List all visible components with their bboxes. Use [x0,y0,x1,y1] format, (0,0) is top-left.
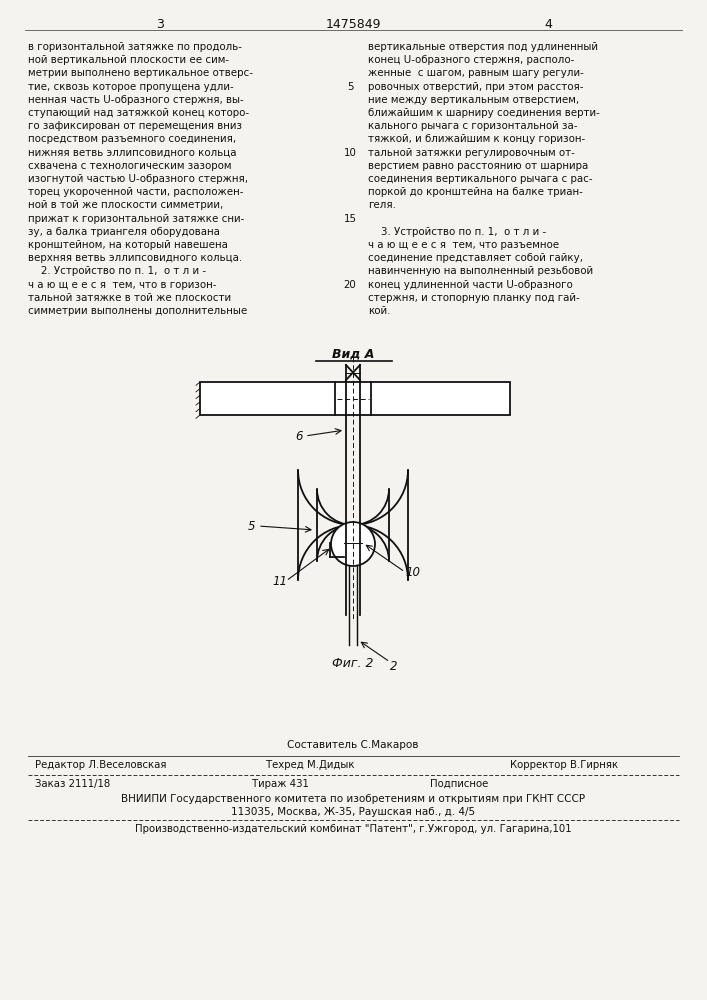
Text: нижняя ветвь эллипсовидного кольца: нижняя ветвь эллипсовидного кольца [28,148,237,158]
Text: изогнутой частью U-образного стержня,: изогнутой частью U-образного стержня, [28,174,248,184]
Text: ч а ю щ е е с я  тем, что разъемное: ч а ю щ е е с я тем, что разъемное [368,240,559,250]
Text: Редактор Л.Веселовская: Редактор Л.Веселовская [35,760,167,770]
Text: 6: 6 [295,430,303,443]
Text: 2. Устройство по п. 1,  о т л и -: 2. Устройство по п. 1, о т л и - [28,266,206,276]
Text: 3: 3 [156,18,164,31]
Text: симметрии выполнены дополнительные: симметрии выполнены дополнительные [28,306,247,316]
Text: ВНИИПИ Государственного комитета по изобретениям и открытиям при ГКНТ СССР: ВНИИПИ Государственного комитета по изоб… [121,794,585,804]
Text: кронштейном, на который навешена: кронштейном, на который навешена [28,240,228,250]
Text: 1475849: 1475849 [325,18,381,31]
Text: ближайшим к шарниру соединения верти-: ближайшим к шарниру соединения верти- [368,108,600,118]
Text: конец U-образного стержня, располо-: конец U-образного стержня, располо- [368,55,574,65]
Text: 4: 4 [544,18,552,31]
Text: Составитель С.Макаров: Составитель С.Макаров [287,740,419,750]
Text: ненная часть U-образного стержня, вы-: ненная часть U-образного стержня, вы- [28,95,244,105]
Text: верстием равно расстоянию от шарнира: верстием равно расстоянию от шарнира [368,161,588,171]
Text: посредством разъемного соединения,: посредством разъемного соединения, [28,134,236,144]
Text: поркой до кронштейна на балке триан-: поркой до кронштейна на балке триан- [368,187,583,197]
Text: тальной затяжки регулировочным от-: тальной затяжки регулировочным от- [368,148,575,158]
Text: го зафиксирован от перемещения вниз: го зафиксирован от перемещения вниз [28,121,242,131]
Text: тальной затяжке в той же плоскости: тальной затяжке в той же плоскости [28,293,231,303]
Text: вертикальные отверстия под удлиненный: вертикальные отверстия под удлиненный [368,42,598,52]
Text: Техред М.Дидык: Техред М.Дидык [266,760,354,770]
Text: навинченную на выполненный резьбовой: навинченную на выполненный резьбовой [368,266,593,276]
Text: 11: 11 [272,575,287,588]
Text: ступающий над затяжкой конец которо-: ступающий над затяжкой конец которо- [28,108,249,118]
Text: 20: 20 [344,280,356,290]
Text: геля.: геля. [368,200,396,210]
Text: 10: 10 [344,148,356,158]
Bar [344,535,362,551]
Text: Фиг. 2: Фиг. 2 [332,657,374,670]
Text: в горизонтальной затяжке по продоль-: в горизонтальной затяжке по продоль- [28,42,242,52]
Text: 10: 10 [405,566,420,579]
Text: тие, сквозь которое пропущена удли-: тие, сквозь которое пропущена удли- [28,82,234,92]
Text: ной вертикальной плоскости ее сим-: ной вертикальной плоскости ее сим- [28,55,229,65]
Text: Производственно-издательский комбинат "Патент", г.Ужгород, ул. Гагарина,101: Производственно-издательский комбинат "П… [135,824,571,834]
Text: прижат к горизонтальной затяжке сни-: прижат к горизонтальной затяжке сни- [28,214,245,224]
Text: тяжкой, и ближайшим к концу горизон-: тяжкой, и ближайшим к концу горизон- [368,134,585,144]
Text: ч а ю щ е е с я  тем, что в горизон-: ч а ю щ е е с я тем, что в горизон- [28,280,216,290]
Text: кального рычага с горизонтальной за-: кального рычага с горизонтальной за- [368,121,578,131]
Text: Вид А: Вид А [332,348,374,361]
Text: Подписное: Подписное [430,779,489,789]
Circle shape [331,522,375,566]
Text: Корректор В.Гирняк: Корректор В.Гирняк [510,760,618,770]
Text: кой.: кой. [368,306,390,316]
Text: соединения вертикального рычага с рас-: соединения вертикального рычага с рас- [368,174,592,184]
Text: зу, а балка триангеля оборудована: зу, а балка триангеля оборудована [28,227,220,237]
Text: 113035, Москва, Ж-35, Раушская наб., д. 4/5: 113035, Москва, Ж-35, Раушская наб., д. … [231,807,475,817]
Text: Тираж 431: Тираж 431 [252,779,308,789]
Text: женные  с шагом, равным шагу регули-: женные с шагом, равным шагу регули- [368,68,584,78]
Text: 5: 5 [346,82,354,92]
Text: ние между вертикальным отверстием,: ние между вертикальным отверстием, [368,95,579,105]
Text: ровочных отверстий, при этом расстоя-: ровочных отверстий, при этом расстоя- [368,82,583,92]
Text: 15: 15 [344,214,356,224]
Text: 5: 5 [248,520,255,533]
Text: схвачена с технологическим зазором: схвачена с технологическим зазором [28,161,231,171]
Text: соединение представляет собой гайку,: соединение представляет собой гайку, [368,253,583,263]
Text: стержня, и стопорную планку под гай-: стержня, и стопорную планку под гай- [368,293,580,303]
Text: торец укороченной части, расположен-: торец укороченной части, расположен- [28,187,243,197]
Text: метрии выполнено вертикальное отверс-: метрии выполнено вертикальное отверс- [28,68,253,78]
Text: Заказ 2111/18: Заказ 2111/18 [35,779,110,789]
FancyBboxPatch shape [200,382,510,415]
Text: конец удлиненной части U-образного: конец удлиненной части U-образного [368,280,573,290]
Text: ной в той же плоскости симметрии,: ной в той же плоскости симметрии, [28,200,223,210]
Text: верхняя ветвь эллипсовидного кольца.: верхняя ветвь эллипсовидного кольца. [28,253,242,263]
Text: 3. Устройство по п. 1,  о т л и -: 3. Устройство по п. 1, о т л и - [368,227,547,237]
Text: 2: 2 [390,660,397,673]
